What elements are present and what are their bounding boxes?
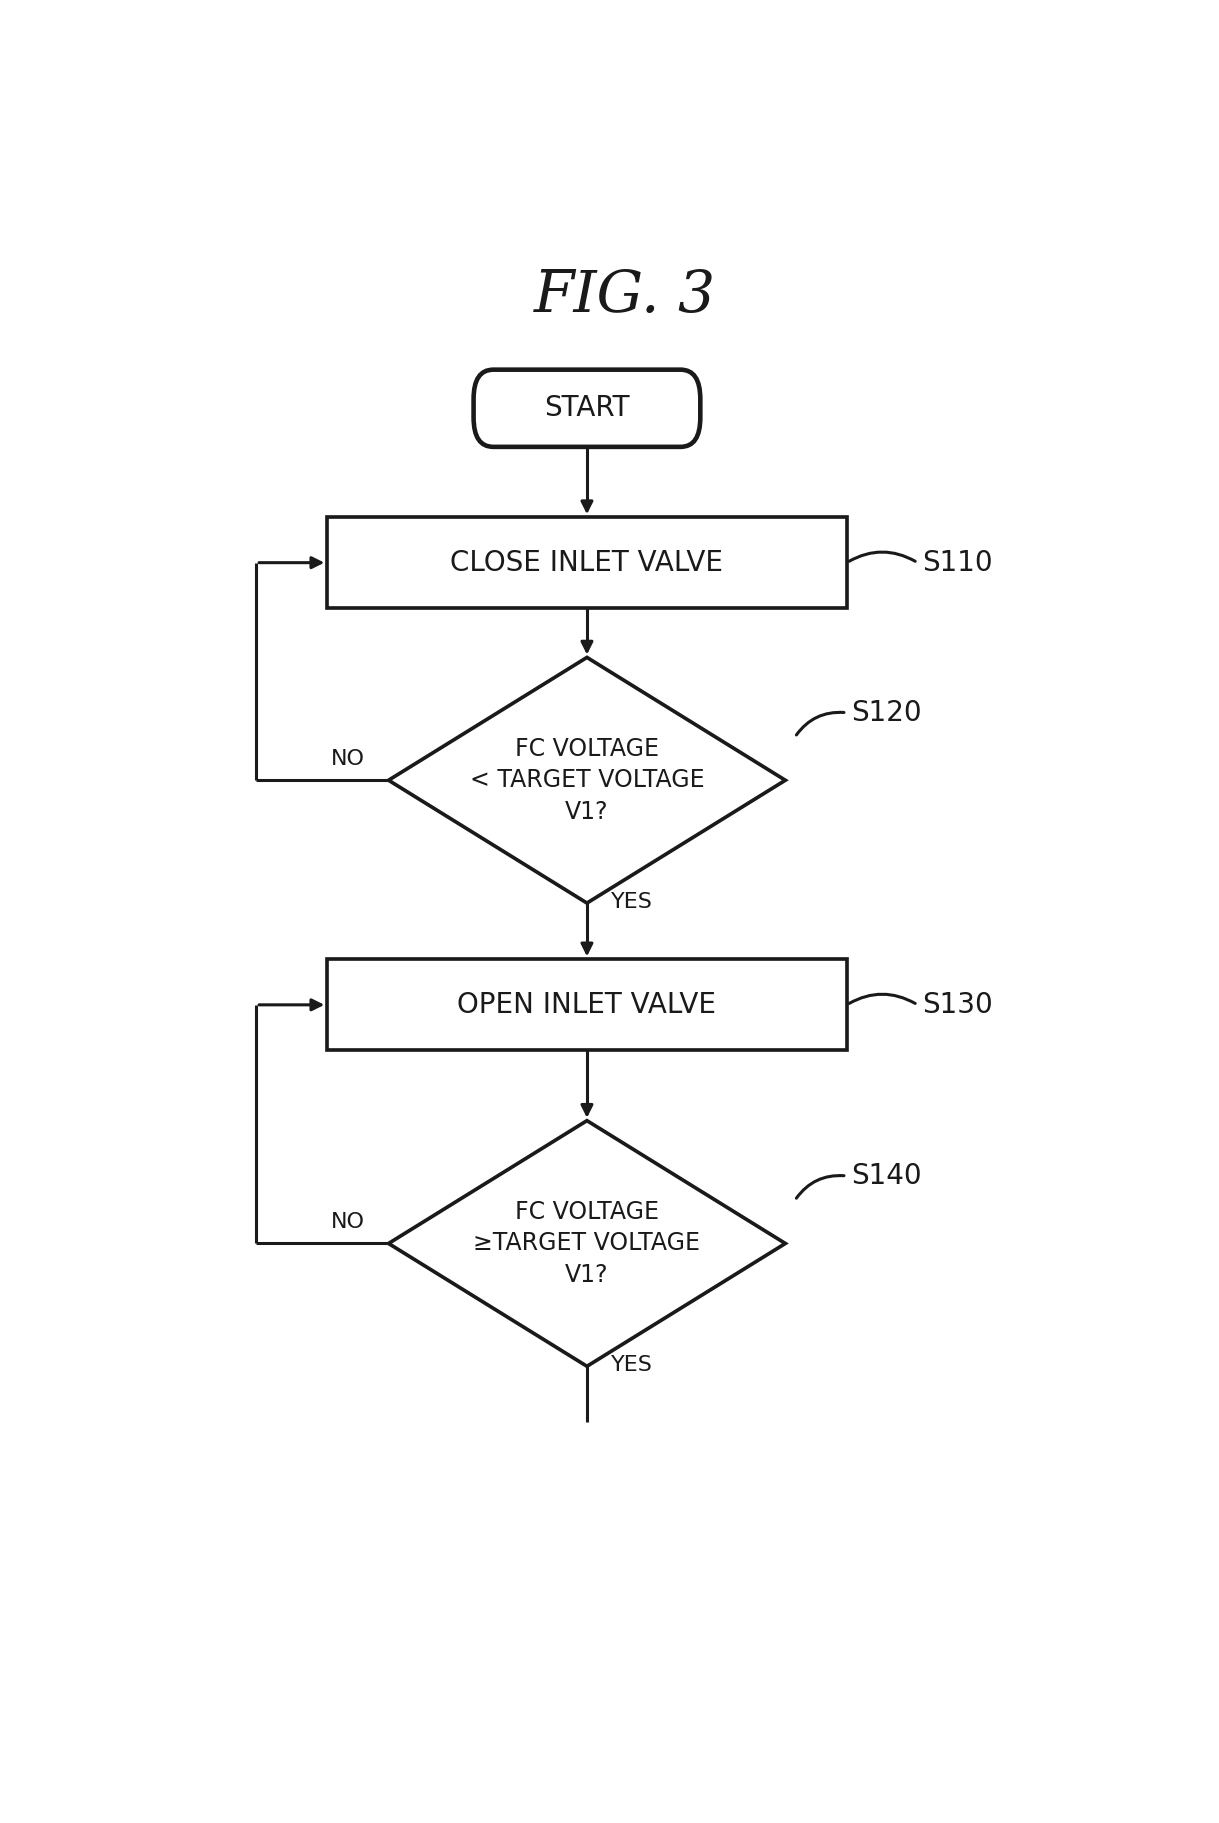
- Text: OPEN INLET VALVE: OPEN INLET VALVE: [457, 992, 717, 1019]
- Text: S120: S120: [852, 698, 922, 727]
- Text: YES: YES: [611, 891, 652, 912]
- Text: FC VOLTAGE
< TARGET VOLTAGE
V1?: FC VOLTAGE < TARGET VOLTAGE V1?: [469, 736, 705, 824]
- Bar: [327, 518, 847, 609]
- Text: YES: YES: [611, 1354, 652, 1375]
- Polygon shape: [389, 1121, 785, 1365]
- Text: FIG. 3: FIG. 3: [534, 268, 716, 324]
- Text: NO: NO: [330, 749, 364, 769]
- Text: CLOSE INLET VALVE: CLOSE INLET VALVE: [451, 549, 723, 576]
- Text: START: START: [544, 394, 630, 423]
- Polygon shape: [389, 658, 785, 902]
- FancyBboxPatch shape: [474, 370, 701, 447]
- Text: FC VOLTAGE
≥TARGET VOLTAGE
V1?: FC VOLTAGE ≥TARGET VOLTAGE V1?: [473, 1200, 701, 1287]
- Text: S110: S110: [923, 549, 993, 576]
- Text: S140: S140: [852, 1161, 922, 1190]
- Bar: [327, 959, 847, 1050]
- Text: NO: NO: [330, 1212, 364, 1232]
- Text: S130: S130: [923, 992, 993, 1019]
